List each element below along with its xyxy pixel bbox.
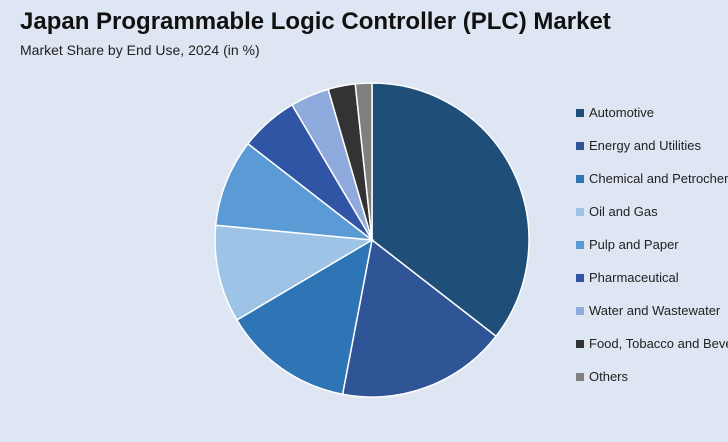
legend-label: Pharmaceutical	[589, 270, 679, 285]
legend-item-5: Pharmaceutical	[576, 261, 728, 294]
legend-item-4: Pulp and Paper	[576, 228, 728, 261]
legend-item-0: Automotive	[576, 96, 728, 129]
legend-swatch	[576, 108, 584, 117]
legend-label: Automotive	[589, 105, 655, 120]
pie-slice-2	[235, 238, 374, 396]
legend-item-7: Food, Tobacco and Beverages	[576, 327, 728, 360]
legend-label: Water and Wastewater	[589, 303, 721, 318]
legend-label: Chemical and Petrochemical	[589, 171, 728, 186]
legend-swatch	[576, 273, 584, 282]
chart-legend: Automotive Energy and Utilities Chemical a…	[576, 96, 728, 393]
legend-item-8: Others	[576, 360, 728, 393]
legend-label: Others	[589, 369, 629, 384]
pie-slice-0	[371, 82, 530, 338]
pie-slice-4	[214, 142, 375, 241]
pie-slice-8	[354, 82, 373, 241]
legend-swatch	[576, 339, 584, 348]
legend-label: Pulp and Paper	[589, 237, 679, 252]
legend-swatch	[576, 306, 584, 315]
legend-item-6: Water and Wastewater	[576, 294, 728, 327]
legend-swatch	[576, 174, 584, 183]
legend-item-1: Energy and Utilities	[576, 129, 728, 162]
legend-label: Food, Tobacco and Beverages	[589, 336, 728, 351]
legend-label: Energy and Utilities	[589, 138, 701, 153]
chart-title: Japan Programmable Logic Controller (PLC…	[20, 8, 611, 35]
legend-swatch	[576, 372, 584, 381]
legend-swatch	[576, 207, 584, 216]
legend-label: Oil and Gas	[589, 204, 658, 219]
pie-slice-1	[341, 238, 498, 398]
legend-swatch	[576, 240, 584, 249]
chart-subtitle: Market Share by End Use, 2024 (in %)	[20, 42, 260, 58]
legend-item-2: Chemical and Petrochemical	[576, 162, 728, 195]
pie-slice-3	[214, 224, 375, 321]
legend-swatch	[576, 141, 584, 150]
legend-item-3: Oil and Gas	[576, 195, 728, 228]
